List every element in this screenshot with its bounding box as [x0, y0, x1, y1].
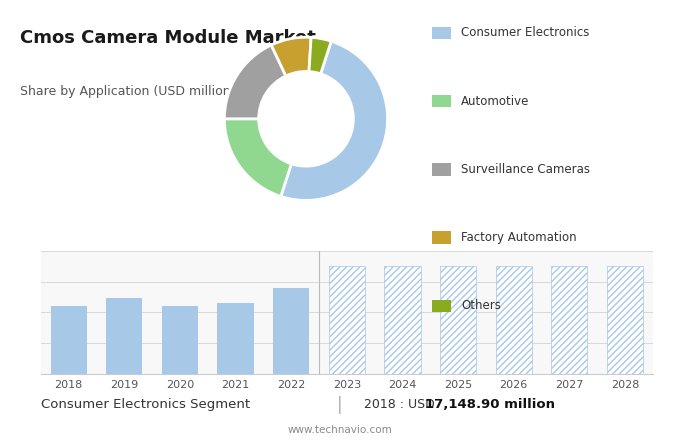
Wedge shape — [309, 37, 331, 74]
Bar — [551, 266, 588, 374]
Text: Factory Automation: Factory Automation — [461, 231, 577, 244]
Bar — [218, 303, 254, 374]
Bar — [440, 266, 476, 374]
Bar — [607, 266, 643, 374]
Bar — [162, 306, 198, 374]
Bar — [496, 266, 532, 374]
Wedge shape — [281, 41, 388, 200]
Bar — [106, 297, 142, 374]
Text: 2018 : USD: 2018 : USD — [364, 398, 443, 411]
Text: Consumer Electronics Segment: Consumer Electronics Segment — [41, 398, 250, 411]
Bar — [50, 306, 87, 374]
Text: Share by Application (USD million): Share by Application (USD million) — [20, 84, 236, 98]
Wedge shape — [271, 37, 311, 76]
Bar — [607, 266, 643, 374]
Bar — [328, 266, 365, 374]
Text: Automotive: Automotive — [461, 95, 530, 108]
Bar — [551, 266, 588, 374]
Wedge shape — [224, 45, 286, 119]
Bar — [328, 266, 365, 374]
Text: |: | — [337, 396, 343, 414]
Bar — [384, 266, 420, 374]
Bar — [273, 288, 309, 374]
Text: Surveillance Cameras: Surveillance Cameras — [461, 163, 590, 176]
Text: Others: Others — [461, 299, 501, 312]
Text: www.technavio.com: www.technavio.com — [288, 425, 392, 435]
Bar — [384, 266, 420, 374]
Text: 17,148.90 million: 17,148.90 million — [425, 398, 555, 411]
Text: Cmos Camera Module Market: Cmos Camera Module Market — [20, 29, 316, 47]
Bar — [496, 266, 532, 374]
Text: Consumer Electronics: Consumer Electronics — [461, 26, 590, 40]
Bar — [440, 266, 476, 374]
Wedge shape — [224, 119, 291, 196]
